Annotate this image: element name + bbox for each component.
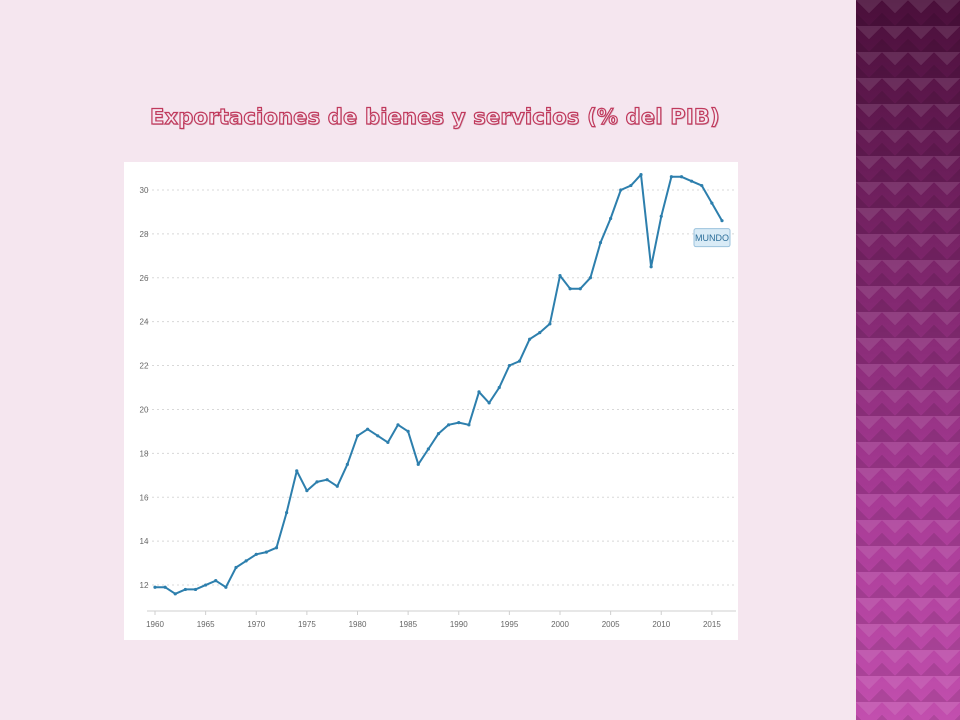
data-point	[163, 585, 167, 589]
data-point	[598, 241, 603, 245]
data-point	[274, 546, 279, 550]
x-tick-label: 1970	[247, 620, 265, 629]
data-point	[396, 423, 400, 427]
data-point	[183, 587, 187, 592]
data-point	[285, 511, 289, 515]
data-point	[193, 587, 198, 592]
x-tick-label: 2010	[652, 620, 670, 629]
x-tick-label: 2015	[703, 620, 721, 629]
data-point	[315, 480, 319, 484]
data-point	[254, 552, 258, 556]
data-point	[568, 287, 572, 291]
y-tick-label: 22	[140, 362, 149, 371]
x-tick-label: 1960	[146, 620, 164, 629]
data-point	[588, 276, 592, 280]
data-point	[619, 188, 623, 192]
y-tick-label: 16	[140, 493, 149, 502]
data-point	[528, 337, 532, 341]
y-tick-label: 14	[140, 537, 149, 546]
data-point	[244, 559, 248, 563]
data-point	[335, 484, 339, 488]
slide-title: Exportaciones de bienes y servicios (% d…	[149, 104, 720, 129]
data-point	[416, 462, 420, 466]
y-tick-label: 18	[140, 449, 149, 458]
data-point	[487, 401, 491, 405]
decorative-side-panel	[856, 0, 960, 720]
data-point	[457, 421, 461, 425]
x-tick-label: 1975	[298, 620, 316, 629]
data-point	[639, 172, 643, 177]
y-tick-label: 26	[140, 274, 149, 283]
data-point	[629, 183, 633, 188]
data-point	[426, 447, 430, 451]
x-tick-label: 1965	[197, 620, 215, 629]
data-point	[436, 431, 441, 436]
data-point	[679, 175, 684, 179]
data-point	[264, 550, 268, 554]
data-point	[366, 427, 370, 431]
data-point	[386, 440, 390, 444]
x-tick-label: 1995	[500, 620, 518, 629]
data-point	[609, 216, 613, 221]
data-point	[376, 434, 380, 438]
data-point	[234, 565, 238, 570]
data-point	[548, 322, 552, 326]
y-tick-label: 12	[140, 581, 149, 590]
data-point	[305, 489, 309, 493]
data-point	[649, 265, 653, 269]
data-point	[224, 585, 228, 589]
x-tick-label: 2005	[602, 620, 620, 629]
y-tick-label: 24	[140, 318, 149, 327]
data-point	[690, 179, 694, 183]
legend-box	[693, 228, 731, 248]
data-point	[669, 175, 673, 179]
data-point	[173, 592, 177, 596]
data-point	[659, 214, 663, 218]
data-point	[477, 390, 481, 394]
legend-label: MUNDO	[695, 233, 729, 243]
data-point	[578, 287, 582, 291]
data-point	[153, 585, 157, 589]
y-tick-label: 20	[140, 405, 149, 414]
data-point	[538, 331, 542, 335]
data-point	[700, 183, 704, 188]
data-point	[558, 273, 562, 278]
data-point	[507, 363, 511, 368]
data-point	[325, 478, 329, 482]
x-tick-label: 1990	[450, 620, 468, 629]
data-point	[355, 434, 360, 438]
line-chart: 12 14 16 18 20 22 24 26 28 30 1960 1965 1970 1975 1980…	[140, 172, 736, 629]
data-point	[447, 423, 451, 427]
data-point	[710, 201, 714, 205]
data-point	[406, 429, 410, 433]
x-tick-label: 1980	[349, 620, 367, 629]
x-tick-label: 2000	[551, 620, 569, 629]
data-point	[497, 385, 501, 390]
chart-area: 12 14 16 18 20 22 24 26 28 30 1960 1965 1970 1975 1980…	[124, 162, 738, 640]
data-point	[214, 579, 218, 583]
data-point	[720, 219, 724, 223]
y-tick-label: 28	[140, 230, 149, 239]
y-tick-label: 30	[140, 186, 149, 195]
data-point	[517, 359, 522, 363]
data-point	[204, 583, 208, 587]
series-line	[155, 173, 723, 595]
data-point	[295, 469, 299, 473]
x-tick-label: 1985	[399, 620, 417, 629]
data-point	[345, 462, 349, 466]
data-point	[467, 423, 471, 427]
